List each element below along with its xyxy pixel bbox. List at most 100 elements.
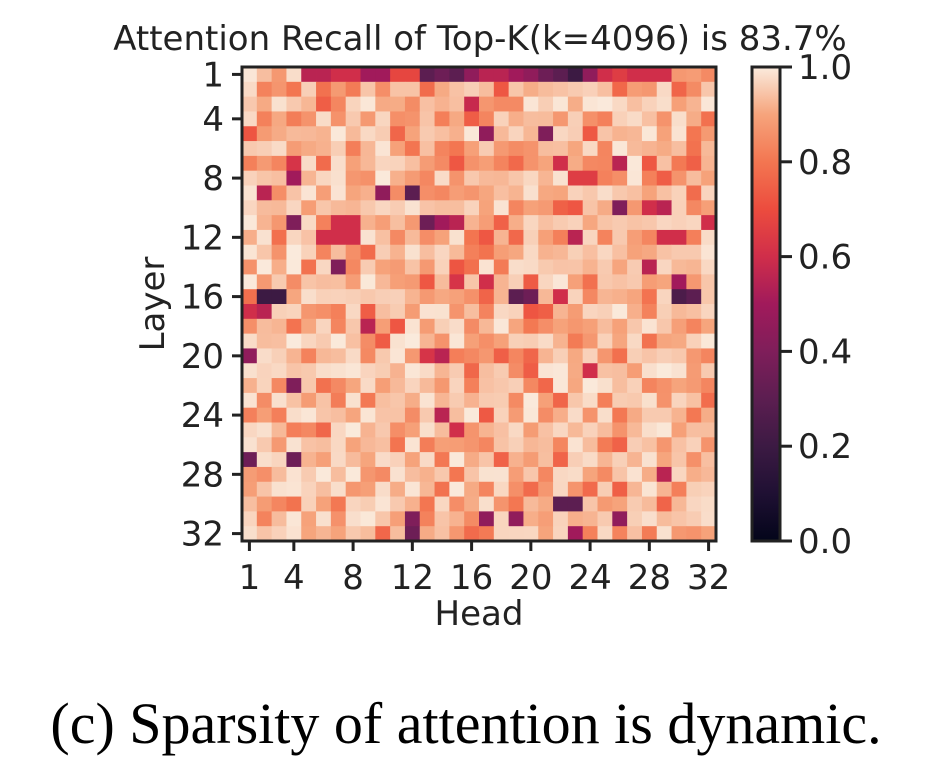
- heatmap-cell: [375, 126, 391, 142]
- heatmap-cell: [301, 259, 317, 275]
- heatmap-cell: [597, 200, 613, 216]
- heatmap-cell: [449, 170, 465, 186]
- heatmap-cell: [701, 96, 717, 112]
- heatmap-cell: [345, 304, 361, 320]
- heatmap-cell: [686, 304, 702, 320]
- heatmap-cell: [404, 304, 421, 320]
- heatmap-cell: [271, 333, 287, 349]
- heatmap-cell: [686, 96, 702, 112]
- heatmap-cell: [256, 215, 273, 231]
- heatmap-cell: [553, 96, 569, 112]
- heatmap-cell: [671, 378, 687, 394]
- heatmap-cell: [390, 378, 406, 394]
- heatmap-cell: [375, 141, 391, 157]
- heatmap-cell: [330, 466, 347, 483]
- heatmap-cell: [464, 126, 480, 142]
- heatmap-cell: [671, 170, 687, 186]
- heatmap-cell: [286, 526, 302, 542]
- heatmap-cell: [242, 170, 258, 186]
- heatmap-cell: [330, 141, 347, 157]
- heatmap-cell: [345, 318, 361, 335]
- heatmap-cell: [301, 244, 317, 260]
- heatmap-cell: [404, 407, 421, 423]
- heatmap-cell: [641, 407, 658, 423]
- heatmap-cell: [656, 185, 672, 201]
- heatmap-cell: [567, 81, 584, 98]
- heatmap-cell: [656, 481, 672, 497]
- heatmap-cell: [538, 185, 554, 201]
- heatmap-cell: [582, 496, 598, 512]
- heatmap-cell: [597, 244, 613, 260]
- heatmap-cell: [256, 333, 273, 349]
- heatmap-cell: [479, 289, 495, 305]
- heatmap-cell: [523, 452, 539, 468]
- heatmap-cell: [582, 141, 598, 157]
- heatmap-cell: [627, 378, 643, 394]
- heatmap-cell: [641, 274, 658, 290]
- heatmap-cell: [360, 229, 376, 246]
- heatmap-cell: [641, 333, 658, 349]
- heatmap-cell: [567, 229, 584, 246]
- heatmap-cell: [286, 333, 302, 349]
- heatmap-cell: [508, 274, 524, 290]
- heatmap-cell: [508, 452, 524, 468]
- heatmap-cell: [434, 141, 450, 157]
- heatmap-cell: [242, 81, 258, 98]
- heatmap-cell: [419, 481, 435, 497]
- heatmap-cell: [538, 437, 554, 453]
- heatmap-cell: [582, 67, 598, 83]
- heatmap-cell: [479, 437, 495, 453]
- heatmap-cell: [345, 333, 361, 349]
- heatmap-cell: [508, 481, 524, 497]
- heatmap-cell: [597, 126, 613, 142]
- heatmap-cell: [582, 392, 598, 409]
- heatmap-cell: [434, 333, 450, 349]
- heatmap-cell: [434, 452, 450, 468]
- heatmap-cell: [508, 304, 524, 320]
- heatmap-cell: [360, 422, 376, 438]
- heatmap-cell: [553, 452, 569, 468]
- heatmap-cell: [582, 452, 598, 468]
- heatmap-cell: [553, 526, 569, 542]
- heatmap-cell: [701, 274, 717, 290]
- heatmap-cell: [493, 318, 510, 335]
- heatmap-cell: [330, 526, 347, 542]
- heatmap-cell: [612, 437, 628, 453]
- heatmap-cell: [553, 141, 569, 157]
- heatmap-cell: [508, 407, 524, 423]
- heatmap-cell: [656, 318, 672, 335]
- heatmap-cell: [523, 81, 539, 98]
- heatmap-cell: [404, 155, 421, 172]
- heatmap-cell: [612, 81, 628, 98]
- heatmap-cell: [301, 363, 317, 379]
- heatmap-cell: [375, 392, 391, 409]
- heatmap-cell: [286, 304, 302, 320]
- heatmap-cell: [479, 481, 495, 497]
- heatmap-cell: [449, 318, 465, 335]
- heatmap-cell: [656, 111, 672, 127]
- heatmap-cell: [701, 215, 717, 231]
- heatmap-cell: [449, 259, 465, 275]
- heatmap-cell: [641, 126, 658, 142]
- heatmap-cell: [553, 348, 569, 364]
- heatmap-cell: [390, 274, 406, 290]
- heatmap-cell: [419, 289, 435, 305]
- heatmap-cell: [597, 392, 613, 409]
- heatmap-cell: [671, 67, 687, 83]
- heatmap-cell: [256, 244, 273, 260]
- heatmap-cell: [316, 333, 332, 349]
- heatmap-cell: [360, 155, 376, 172]
- heatmap-cell: [523, 259, 539, 275]
- heatmap-cell: [375, 466, 391, 483]
- heatmap-cell: [627, 274, 643, 290]
- heatmap-cell: [375, 81, 391, 98]
- heatmap-cell: [671, 81, 687, 98]
- y-tick-label: 32: [181, 515, 224, 555]
- heatmap-cell: [375, 244, 391, 260]
- heatmap-cell: [523, 215, 539, 231]
- heatmap-cell: [345, 141, 361, 157]
- heatmap-cell: [449, 274, 465, 290]
- heatmap-cell: [434, 526, 450, 542]
- y-tick-label: 16: [181, 278, 224, 318]
- heatmap-cell: [360, 333, 376, 349]
